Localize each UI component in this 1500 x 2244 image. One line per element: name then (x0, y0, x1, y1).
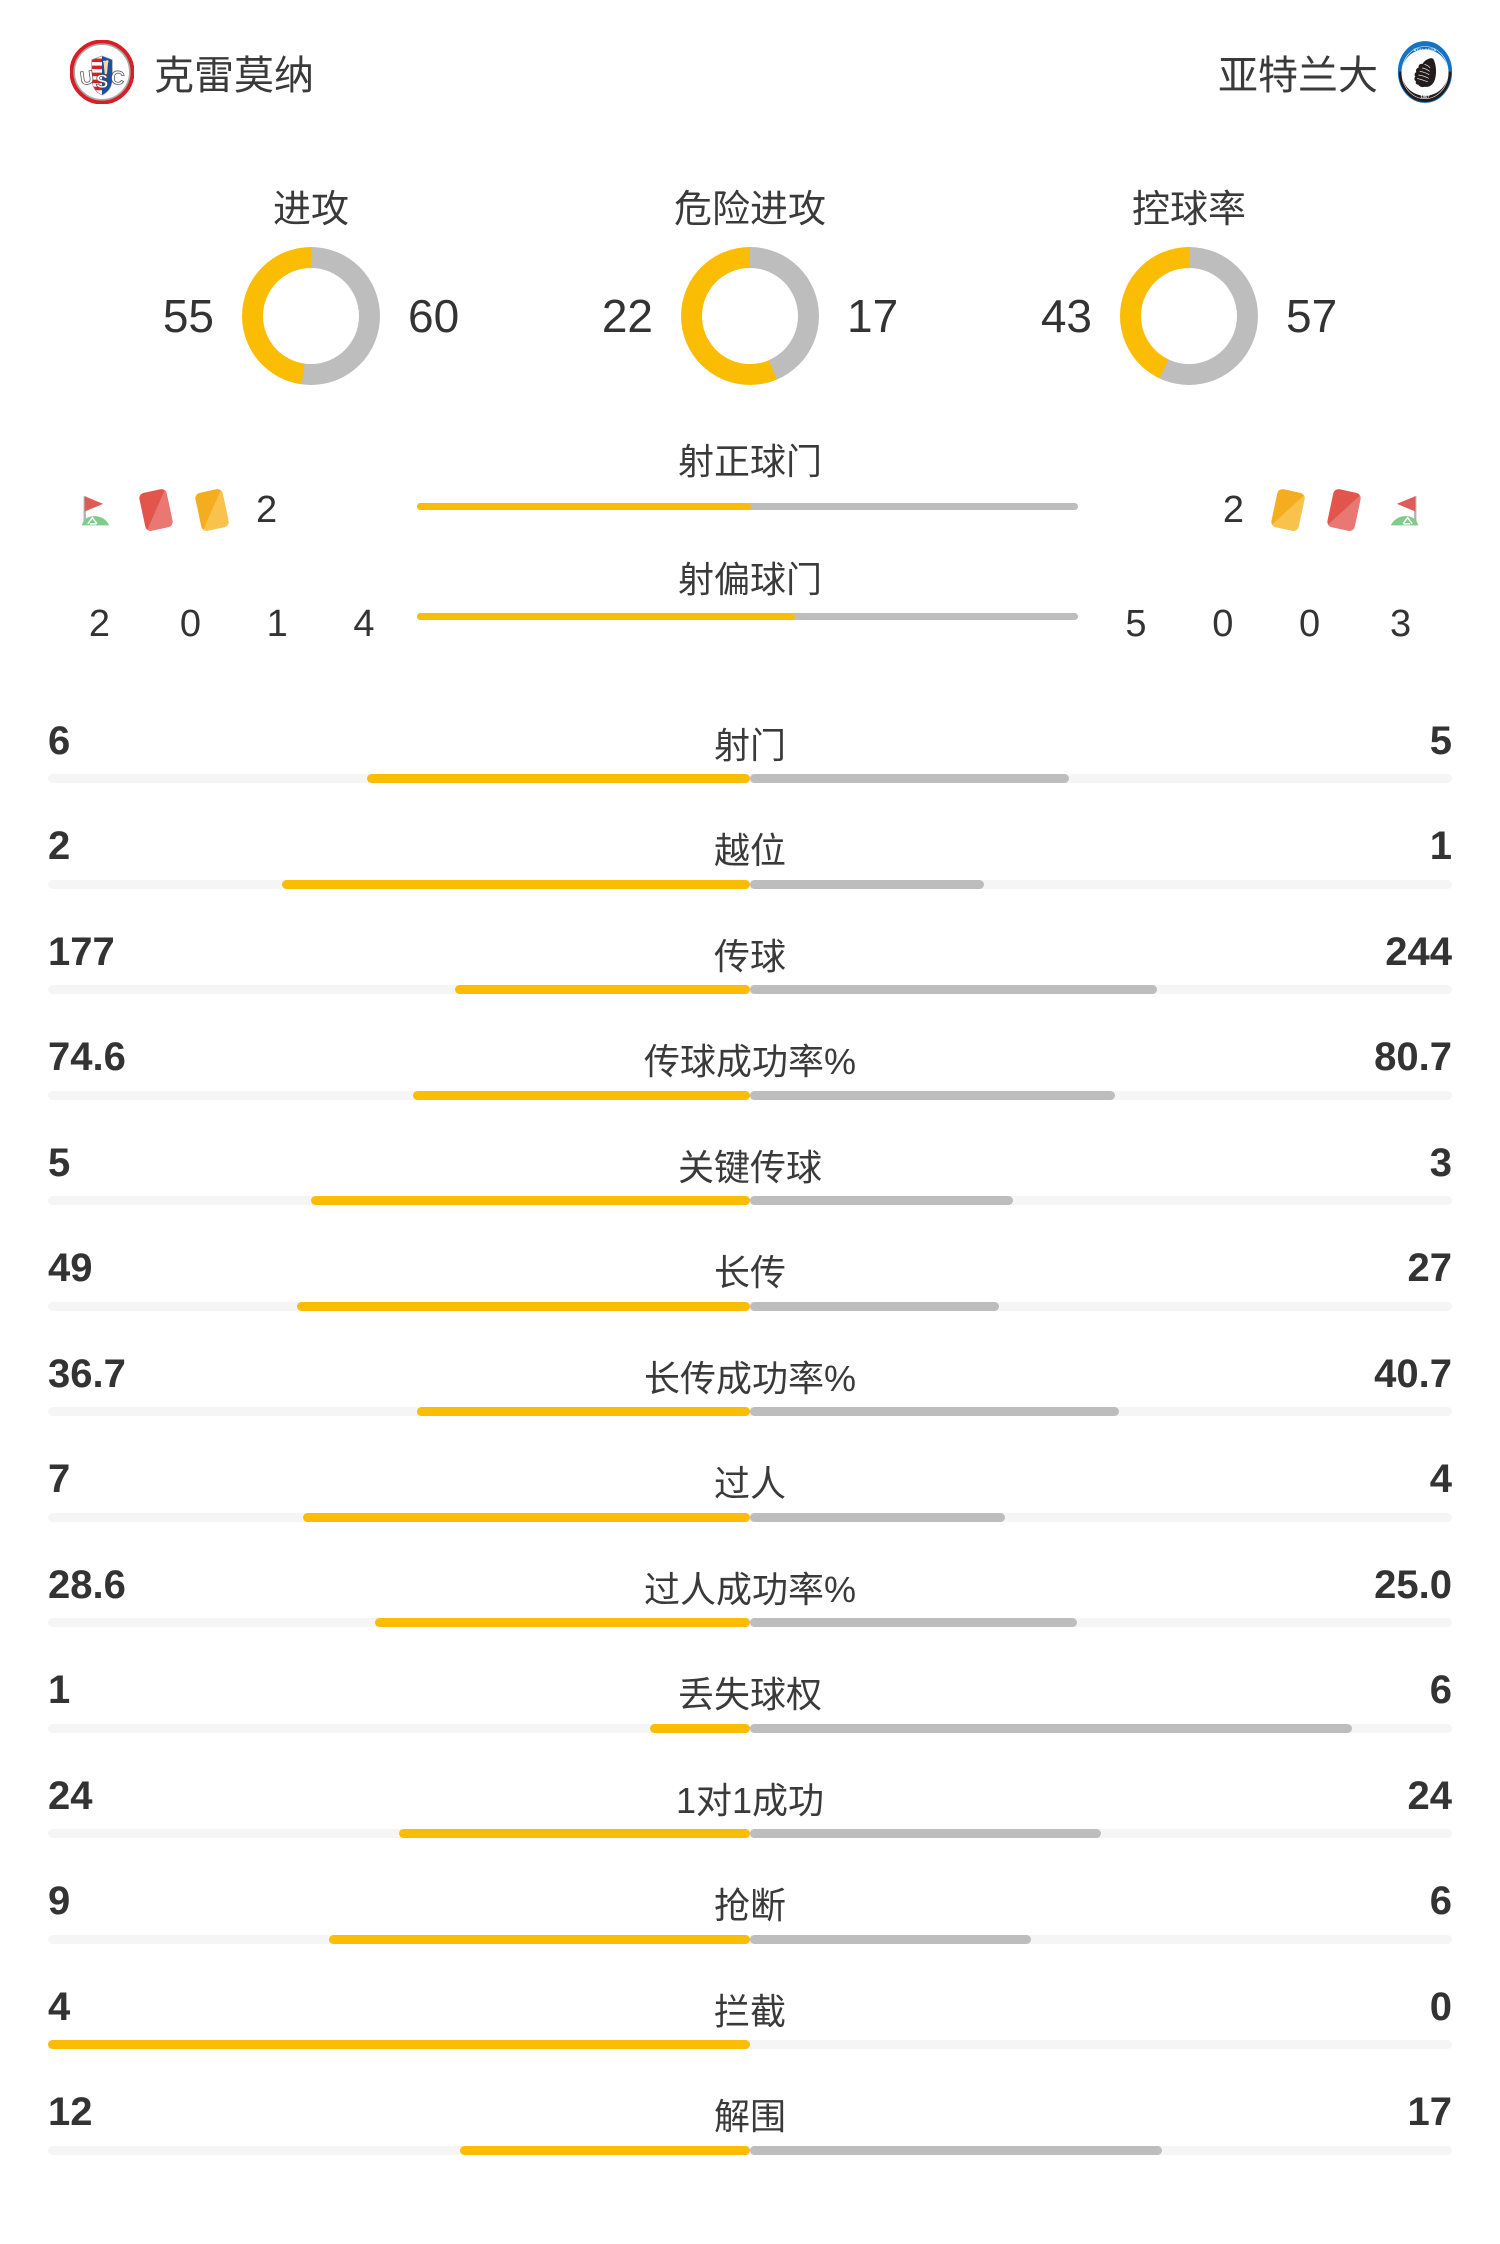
svg-text:1907: 1907 (1420, 94, 1430, 99)
svg-text:S: S (96, 72, 109, 93)
svg-text:ATALANTA: ATALANTA (1414, 48, 1437, 52)
svg-text:U: U (79, 67, 96, 90)
